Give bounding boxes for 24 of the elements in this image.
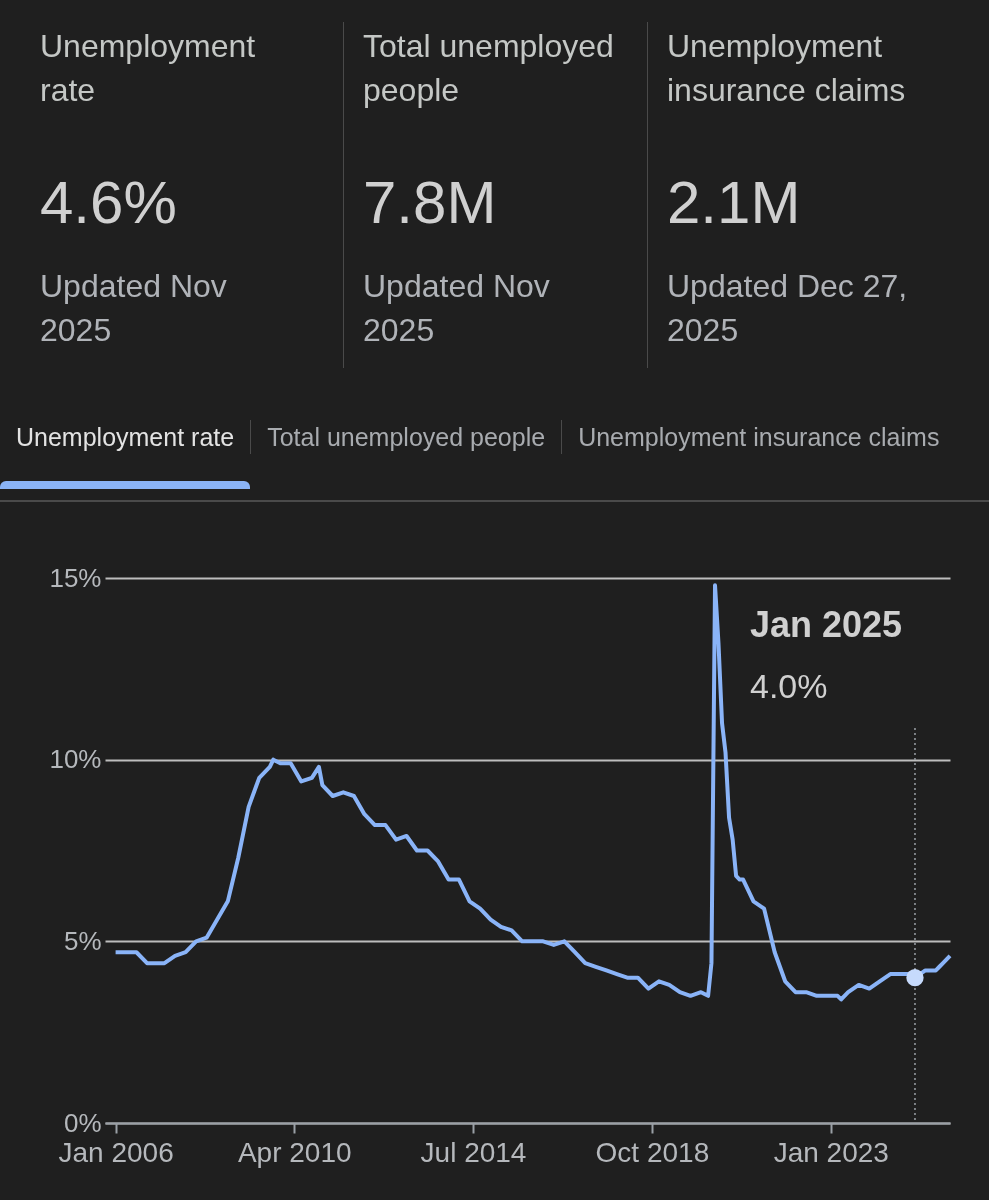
- y-tick-label: 10%: [49, 744, 102, 775]
- annotation: Jan 2025: [750, 604, 903, 645]
- text: Unemployment insurance claims: [577, 422, 941, 452]
- y-tick-label: 5%: [63, 925, 102, 956]
- text: 2.1M: [667, 168, 802, 238]
- text: Updated Dec 27, 2025: [667, 267, 909, 350]
- x-tick-label: Jul 2014: [420, 1136, 527, 1168]
- text: Unemployment insurance claims: [667, 27, 907, 110]
- text: Total unemployed people: [266, 422, 547, 452]
- annotation: 4.0%: [750, 667, 828, 705]
- text: 7.8M: [363, 168, 498, 238]
- text: Updated Nov 2025: [40, 267, 228, 350]
- text: 4.6%: [40, 168, 178, 238]
- line-series: [113, 583, 952, 1002]
- text: Updated Nov 2025: [363, 267, 551, 350]
- text: Unemployment rate: [15, 422, 236, 452]
- x-tick-label: Apr 2010: [237, 1136, 352, 1168]
- text: Unemployment rate: [40, 27, 257, 110]
- y-tick-label: 0%: [63, 1107, 102, 1138]
- x-tick-label: Jan 2006: [58, 1136, 174, 1168]
- x-tick-label: Oct 2018: [595, 1136, 710, 1168]
- y-tick-label: 15%: [49, 562, 102, 593]
- text: Total unemployed people: [363, 27, 615, 110]
- x-tick-label: Jan 2023: [773, 1136, 889, 1168]
